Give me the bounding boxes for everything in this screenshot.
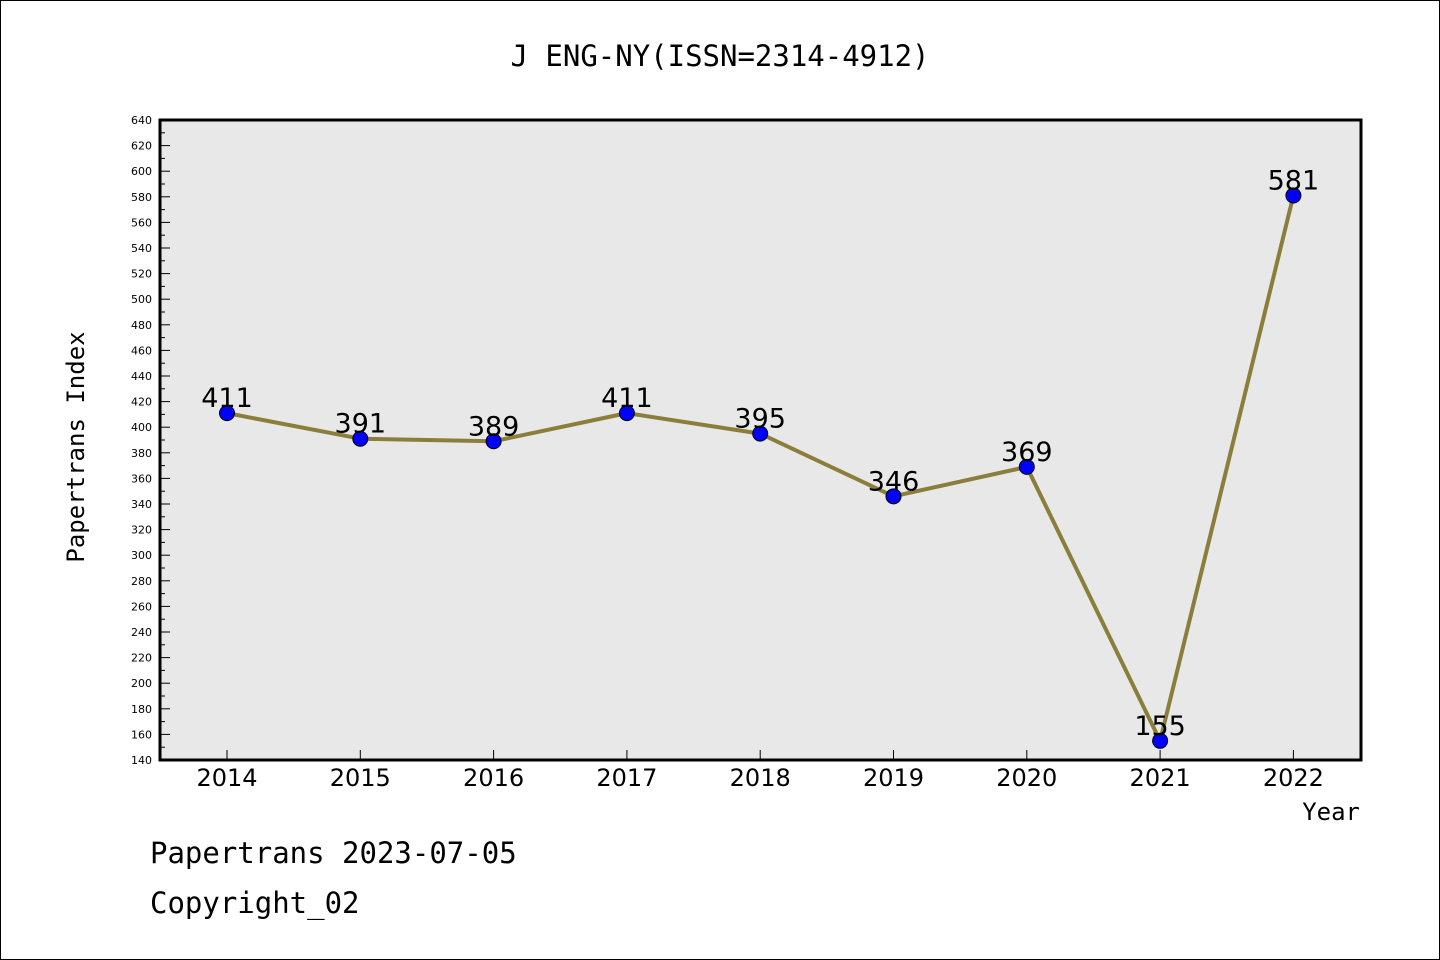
data-point <box>752 425 769 442</box>
y-tick-label: 260 <box>131 600 152 613</box>
y-tick-label: 240 <box>131 626 152 639</box>
footer-date: Papertrans 2023-07-05 <box>150 836 517 870</box>
x-tick-label: 2014 <box>196 764 257 792</box>
x-axis-label: Year <box>1302 798 1360 826</box>
y-tick-label: 320 <box>131 524 152 537</box>
y-tick-label: 160 <box>131 728 152 741</box>
y-tick-label: 580 <box>131 191 152 204</box>
y-tick-label: 400 <box>131 421 152 434</box>
data-label: 155 <box>1134 711 1186 742</box>
y-tick-label: 460 <box>131 344 152 357</box>
y-tick-label: 560 <box>131 216 152 229</box>
data-point <box>885 488 902 505</box>
x-tick-label: 2016 <box>463 764 524 792</box>
data-point <box>352 430 369 447</box>
y-tick-label: 380 <box>131 447 152 460</box>
y-tick-label: 500 <box>131 293 152 306</box>
data-label: 411 <box>601 383 653 414</box>
y-axis: 140 160 180 200 220 240 260 280 300 320 340 360 380 4… <box>131 114 170 767</box>
data-point <box>219 405 235 422</box>
data-label: 411 <box>201 383 253 414</box>
y-tick-label: 420 <box>131 396 152 409</box>
x-tick-label: 2022 <box>1263 764 1324 792</box>
footer-copyright: Copyright_02 <box>150 886 360 920</box>
x-tick-label: 2021 <box>1130 764 1191 792</box>
y-tick-label: 360 <box>131 472 152 485</box>
data-label: 395 <box>734 404 786 435</box>
y-tick-label: 600 <box>131 165 152 178</box>
data-point <box>485 433 502 450</box>
data-label: 391 <box>335 409 387 440</box>
data-labels: 411 391 389 411 395 346 369 155 581 <box>201 166 1319 742</box>
data-label: 346 <box>868 466 920 497</box>
y-tick-label: 480 <box>131 319 152 332</box>
x-tick-label: 2015 <box>330 764 391 792</box>
y-tick-label: 220 <box>131 652 152 665</box>
x-tick-label: 2018 <box>730 764 791 792</box>
y-tick-label: 640 <box>131 114 152 127</box>
y-tick-label: 340 <box>131 498 152 511</box>
y-tick-label: 440 <box>131 370 152 383</box>
data-label: 389 <box>468 411 520 442</box>
x-tick-label: 2017 <box>596 764 657 792</box>
y-axis-label: Papertrans Index <box>62 331 90 562</box>
data-point <box>1152 732 1169 749</box>
data-label: 369 <box>1001 437 1053 468</box>
x-axis: 2014 2015 2016 2017 2018 2019 2020 2021 2022 <box>196 750 1324 792</box>
y-tick-label: 300 <box>131 549 152 562</box>
x-tick-label: 2020 <box>996 764 1057 792</box>
chart-title: J ENG-NY(ISSN=2314-4912) <box>510 39 929 73</box>
data-label: 581 <box>1268 166 1320 197</box>
y-tick-label: 540 <box>131 242 152 255</box>
y-tick-label: 200 <box>131 677 152 690</box>
data-point <box>1018 458 1035 475</box>
x-tick-label: 2019 <box>863 764 924 792</box>
plot-border <box>158 118 1363 762</box>
y-tick-label: 620 <box>131 140 152 153</box>
y-tick-label: 280 <box>131 575 152 588</box>
data-point <box>1285 187 1302 204</box>
series-group <box>219 187 1302 749</box>
data-point <box>618 405 635 422</box>
y-tick-label: 520 <box>131 268 152 281</box>
y-tick-label: 180 <box>131 703 152 716</box>
y-tick-label: 140 <box>131 754 152 767</box>
